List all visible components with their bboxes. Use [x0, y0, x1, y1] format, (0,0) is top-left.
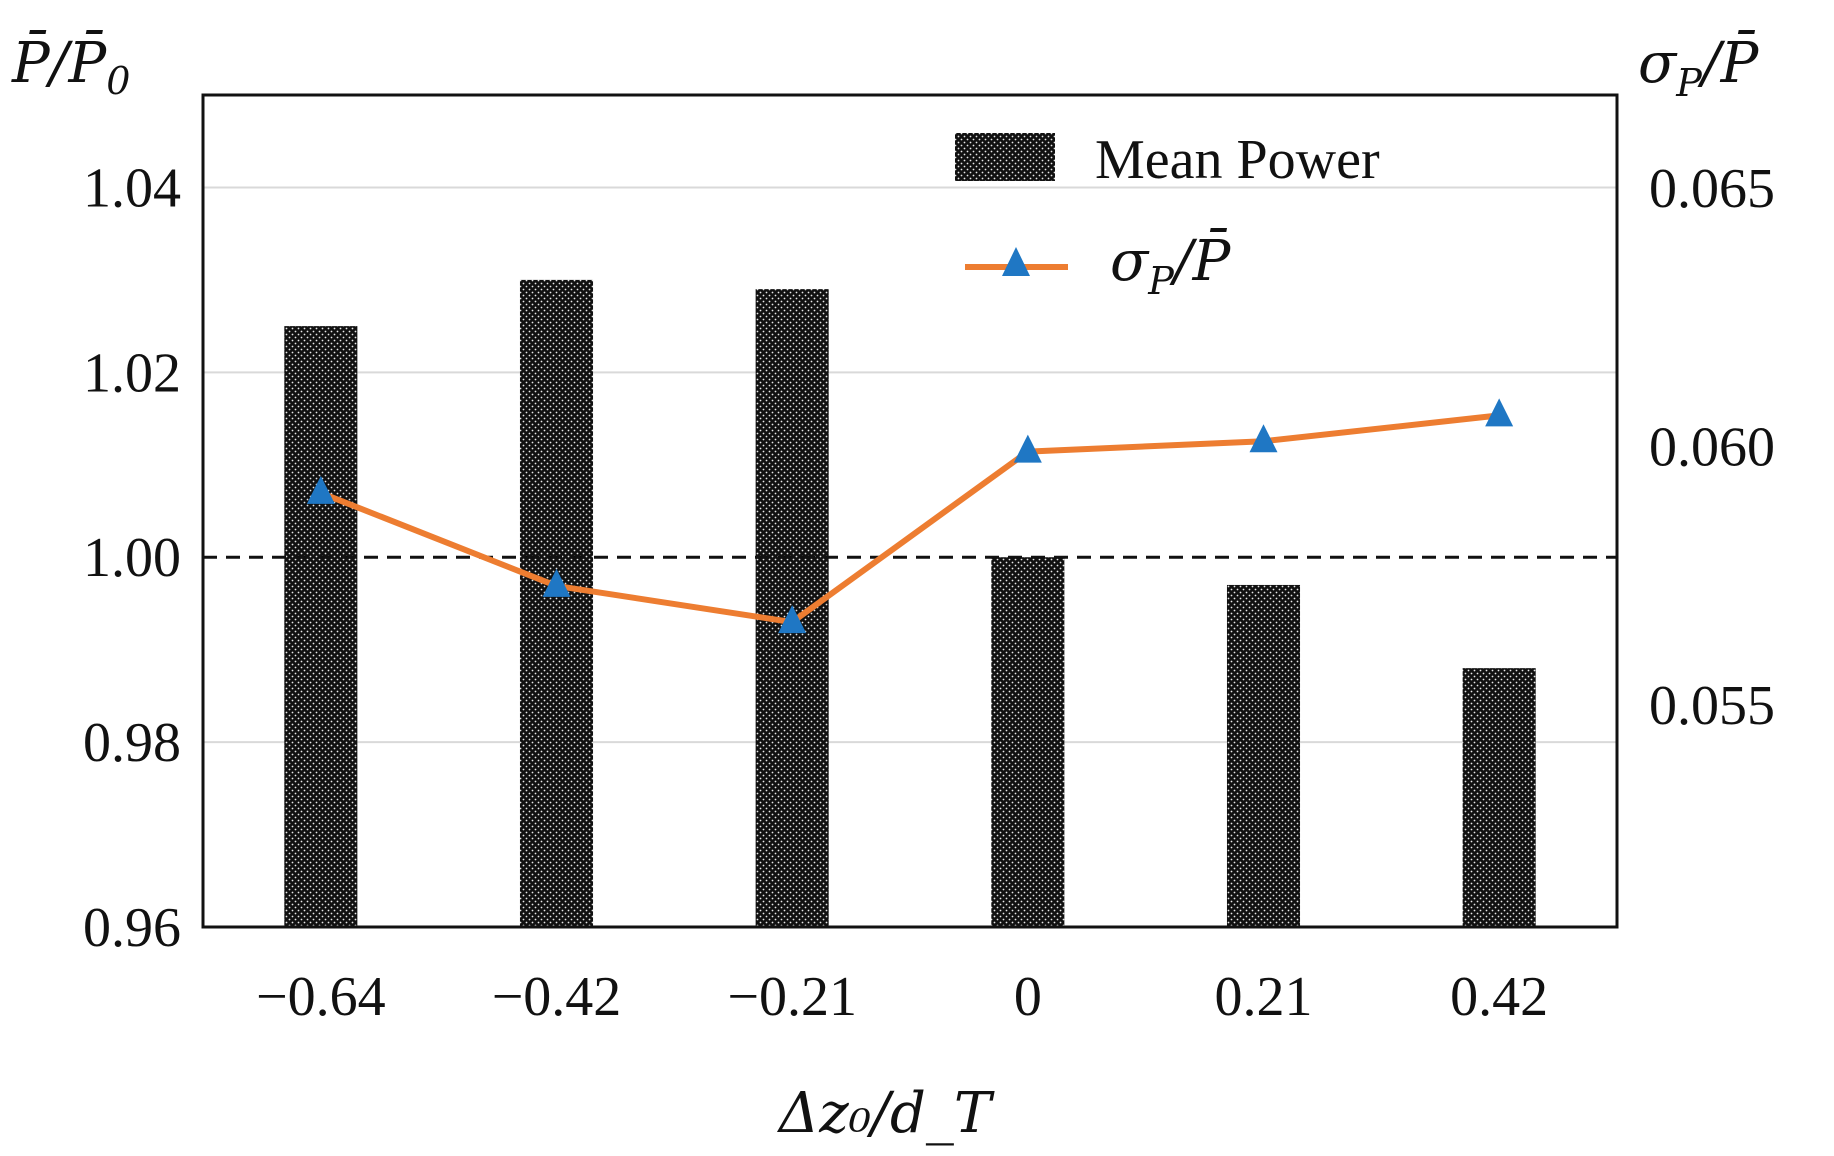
legend: Mean Power σP/P̄	[955, 129, 1380, 303]
bar	[519, 279, 594, 927]
bar	[1226, 584, 1301, 927]
right-axis-ticks: 0.065 0.060 0.055	[1649, 158, 1775, 737]
left-tick-label: 1.00	[83, 527, 181, 589]
left-tick-label: 1.04	[83, 157, 181, 219]
sigma-line	[319, 412, 1500, 626]
legend-line-label: σP/P̄	[1110, 227, 1232, 303]
right-axis-title: σP/P̄	[1638, 29, 1760, 105]
left-axis-title: P̄/P̄0	[11, 29, 130, 103]
left-tick-label: 0.96	[83, 897, 181, 959]
bar	[991, 557, 1065, 927]
gridlines	[203, 186, 1617, 744]
plot-frame	[201, 93, 1619, 929]
sigma-point	[1249, 424, 1278, 453]
x-tick-label: −0.21	[727, 966, 857, 1028]
sigma-point	[306, 475, 335, 504]
sigma-point	[542, 568, 571, 597]
x-tick-label: −0.42	[492, 966, 622, 1028]
x-tick-label: 0.42	[1450, 966, 1548, 1028]
left-tick-label: 0.98	[83, 712, 181, 774]
x-axis-title: Δz₀/d_T	[777, 1081, 995, 1146]
x-tick-label: −0.64	[256, 966, 386, 1028]
line-series-sigma	[306, 398, 1514, 634]
legend-bar-label: Mean Power	[1095, 129, 1380, 191]
sigma-point	[1485, 398, 1514, 427]
legend-bar-swatch	[955, 133, 1055, 181]
right-tick-label: 0.060	[1649, 416, 1775, 478]
right-tick-label: 0.065	[1649, 158, 1775, 220]
right-tick-label: 0.055	[1649, 675, 1775, 737]
x-axis-ticks: −0.64 −0.42 −0.21 0 0.21 0.42	[256, 966, 1548, 1028]
x-tick-label: 0.21	[1215, 966, 1313, 1028]
bar	[284, 326, 358, 928]
left-axis-ticks: 1.04 1.02 1.00 0.98 0.96	[83, 157, 181, 959]
sigma-point	[1013, 434, 1042, 463]
left-tick-label: 1.02	[83, 342, 181, 404]
sigma-point	[778, 605, 807, 634]
bar-series-mean-power	[284, 279, 1536, 928]
bar	[1462, 668, 1536, 927]
x-tick-label: 0	[1014, 966, 1042, 1028]
legend-line-marker	[1002, 247, 1030, 276]
